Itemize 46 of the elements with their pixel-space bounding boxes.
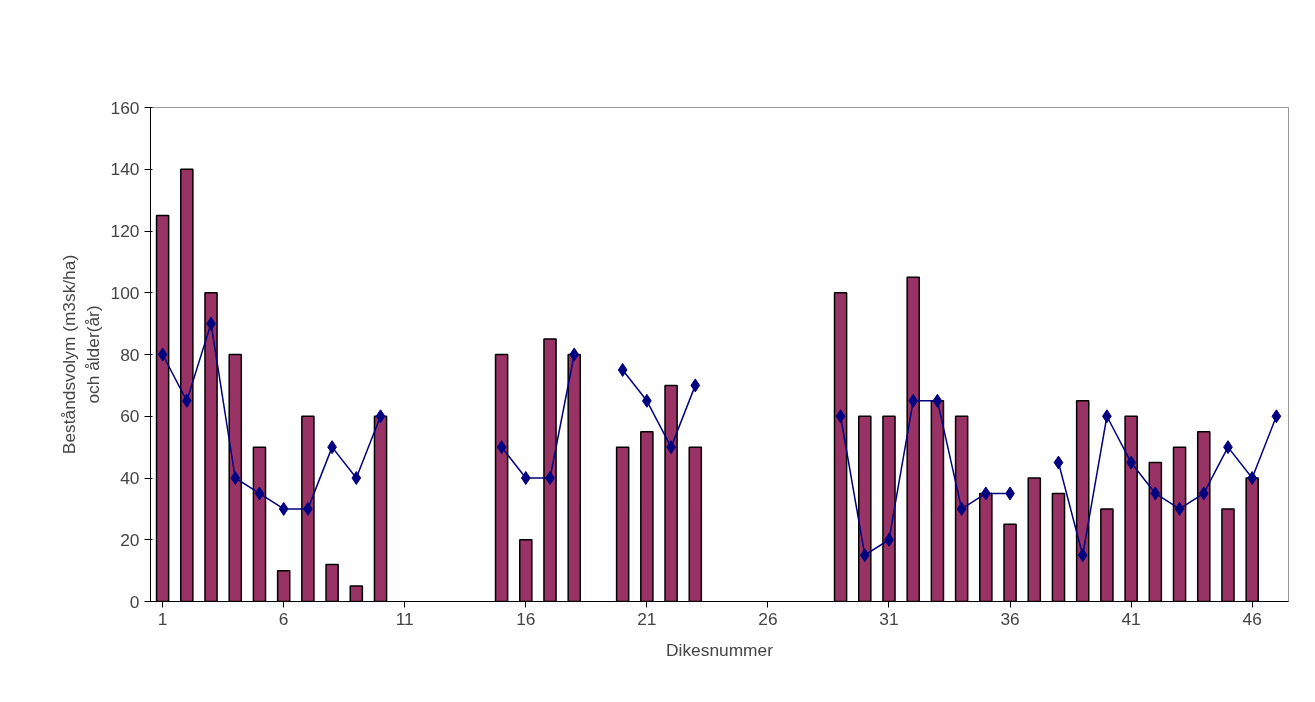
point xyxy=(496,440,507,455)
point xyxy=(230,471,241,485)
point xyxy=(569,347,580,362)
x-tick-label: 31 xyxy=(879,608,899,629)
y-axis-title: Beståndsvolym (m3sk/ha) och ålder(år) xyxy=(58,254,103,455)
point xyxy=(1077,548,1088,563)
y-tick-label: 80 xyxy=(120,344,140,365)
x-tick-label: 21 xyxy=(637,608,657,629)
point xyxy=(835,409,846,424)
x-tick-label: 11 xyxy=(395,608,414,629)
point xyxy=(908,393,919,408)
y-tick-label: 160 xyxy=(110,97,140,118)
point xyxy=(181,393,192,408)
point xyxy=(520,471,531,485)
point xyxy=(1247,471,1258,485)
point xyxy=(859,548,870,563)
point xyxy=(617,362,628,377)
x-tick-label: 41 xyxy=(1121,608,1141,629)
point xyxy=(1198,486,1209,501)
x-tick-label: 16 xyxy=(516,608,536,629)
x-axis-title: Dikesnummer xyxy=(666,639,774,660)
y-tick-label: 140 xyxy=(110,159,140,180)
x-tick-label: 6 xyxy=(278,608,289,629)
x-tick-label: 1 xyxy=(157,608,168,629)
x-tick-label: 26 xyxy=(758,608,778,629)
point xyxy=(545,471,555,485)
y-tick-label: 0 xyxy=(129,591,140,612)
y-tick-label: 120 xyxy=(110,221,140,241)
y-tick-label: 40 xyxy=(120,468,140,488)
point xyxy=(1174,501,1185,516)
point xyxy=(1271,409,1282,424)
point xyxy=(157,347,168,362)
y-tick-label: 20 xyxy=(120,529,140,550)
point xyxy=(254,486,265,501)
x-tick-label: 36 xyxy=(1000,608,1020,629)
x-tick-label: 46 xyxy=(1242,608,1262,629)
point xyxy=(1053,455,1064,470)
y-tick-label: 100 xyxy=(110,282,140,303)
point xyxy=(1150,486,1161,501)
point xyxy=(351,471,362,485)
point xyxy=(690,378,701,393)
point xyxy=(956,501,967,516)
point xyxy=(278,501,289,516)
point xyxy=(932,393,943,408)
y-tick-label: 60 xyxy=(120,406,140,427)
point xyxy=(375,409,386,424)
